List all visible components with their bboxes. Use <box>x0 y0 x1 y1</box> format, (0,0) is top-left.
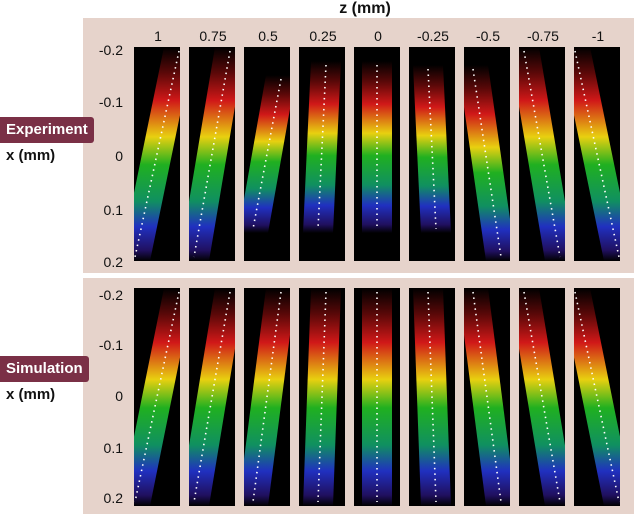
experiment-centroid-dots <box>523 50 561 258</box>
experiment-beam-band <box>303 61 341 233</box>
z-value-minus-0.5: -0.5 <box>475 28 501 44</box>
sim-x-tick: 0 <box>115 388 123 404</box>
experiment-beam-strip <box>519 47 565 261</box>
simulation-centroid-dots <box>472 291 502 503</box>
experiment-beam-band <box>244 75 290 233</box>
experiment-centroid-dots <box>252 78 282 230</box>
experiment-beam-strip <box>354 47 400 261</box>
experiment-beam-strip <box>189 47 235 261</box>
experiment-tag: Experiment <box>0 117 94 143</box>
experiment-beam-strip <box>299 47 345 261</box>
sim-x-tick: 0.1 <box>103 440 123 456</box>
simulation-beam-strip <box>354 288 400 506</box>
experiment-x-axis-label: x (mm) <box>6 147 56 164</box>
experiment-beam-band <box>362 61 392 233</box>
z-value-0.5: 0.5 <box>258 28 278 44</box>
simulation-beam-strip <box>244 288 290 506</box>
experiment-beam-strip <box>409 47 455 261</box>
z-value-minus-0.75: -0.75 <box>527 28 559 44</box>
simulation-tag: Simulation <box>0 356 89 382</box>
z-value-1: 1 <box>154 28 162 44</box>
experiment-beam-strip <box>134 47 180 261</box>
experiment-beam-band <box>464 65 510 261</box>
simulation-beam-band <box>574 288 620 506</box>
z-value-minus-0.25: -0.25 <box>417 28 449 44</box>
z-value-0.25: 0.25 <box>309 28 337 44</box>
sim-x-tick: 0.2 <box>103 490 123 506</box>
simulation-centroid-dots <box>252 291 282 503</box>
exp-x-tick: -0.1 <box>98 94 123 110</box>
z-value-0: 0 <box>374 28 382 44</box>
z-axis-label: z (mm) <box>339 0 391 17</box>
experiment-beam-strip <box>464 47 510 261</box>
sim-x-tick: -0.2 <box>98 287 123 303</box>
simulation-centroid-dots <box>317 291 327 503</box>
simulation-beam-strip <box>299 288 345 506</box>
simulation-beam-band <box>519 288 565 506</box>
exp-x-tick: 0.2 <box>103 254 123 270</box>
simulation-beam-strip <box>574 288 620 506</box>
simulation-x-axis-label: x (mm) <box>6 386 56 403</box>
experiment-beam-band <box>413 65 451 233</box>
sim-x-tick: -0.1 <box>98 337 123 353</box>
z-value-0.75: 0.75 <box>199 28 227 44</box>
z-value-minus-1: -1 <box>591 28 605 44</box>
simulation-beam-band <box>189 288 235 506</box>
simulation-beam-strip <box>464 288 510 506</box>
exp-x-tick: -0.2 <box>98 42 123 58</box>
exp-x-tick: 0 <box>115 148 123 164</box>
exp-x-tick: 0.1 <box>103 202 123 218</box>
experiment-beam-strip <box>574 47 620 261</box>
simulation-beam-strip <box>189 288 235 506</box>
experiment-beam-strip <box>244 47 290 261</box>
experiment-centroid-dots <box>574 50 620 258</box>
simulation-beam-strip <box>134 288 180 506</box>
simulation-beam-band <box>134 288 180 506</box>
simulation-centroid-dots <box>427 291 437 503</box>
experiment-centroid-dots <box>427 68 437 230</box>
simulation-beam-strip <box>409 288 455 506</box>
simulation-beam-strip <box>519 288 565 506</box>
experiment-centroid-dots <box>134 50 180 258</box>
experiment-centroid-dots <box>193 50 231 258</box>
